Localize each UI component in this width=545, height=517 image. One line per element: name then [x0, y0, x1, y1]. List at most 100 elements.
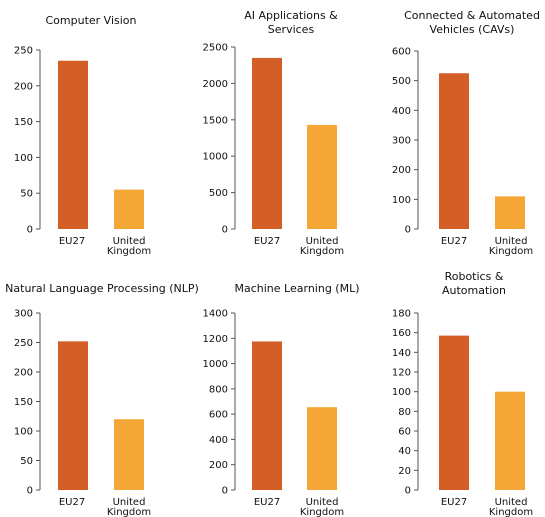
y-tick-label: 600: [209, 410, 228, 421]
x-category-label-line: United: [306, 497, 339, 508]
bar-eu27: [252, 57, 282, 229]
x-category-label: EU27: [254, 497, 280, 508]
x-category-label-line: United: [306, 236, 339, 247]
x-category-label: EU27: [441, 236, 467, 247]
x-category-label: EU27: [254, 236, 280, 247]
y-tick-label: 300: [14, 309, 33, 320]
chart-title: Natural Language Processing (NLP): [5, 282, 199, 295]
x-category-label: United Kingdom: [107, 497, 151, 517]
y-tick-label: 140: [392, 348, 411, 359]
y-tick-label: 1000: [203, 359, 228, 370]
y-tick-label: 250: [14, 338, 33, 349]
bar-united-kingdom: [307, 124, 337, 229]
bar-eu27: [252, 341, 282, 490]
chart-panel-3: Connected & Automated Vehicles (CAVs) 0 100…: [392, 9, 540, 257]
x-category-label-line: EU27: [254, 236, 280, 247]
y-tick-label: 150: [14, 397, 33, 408]
y-tick-label: 0: [405, 486, 411, 497]
y-tick-label: 400: [209, 435, 228, 446]
y-tick-label: 50: [20, 189, 33, 200]
bar-united-kingdom: [307, 407, 337, 490]
x-category-label-line: Kingdom: [107, 507, 151, 517]
x-category-label-line: Kingdom: [107, 246, 151, 257]
y-tick-label: 80: [398, 407, 411, 418]
chart-title-line: Connected & Automated: [404, 9, 540, 22]
bar-united-kingdom: [114, 189, 144, 229]
chart-title-line: Services: [268, 23, 315, 36]
chart-title: AI Applications & Services: [244, 9, 338, 36]
chart-title-line: Vehicles (CAVs): [430, 23, 515, 36]
y-tick-label: 40: [398, 446, 411, 457]
y-tick-label: 100: [392, 195, 411, 206]
y-tick-label: 0: [222, 486, 228, 497]
bar-united-kingdom: [114, 419, 144, 490]
chart-title-line: Robotics &: [445, 270, 504, 283]
chart-title-line: Computer Vision: [45, 14, 136, 27]
bar-eu27: [439, 335, 469, 490]
y-tick-label: 100: [392, 387, 411, 398]
y-tick-label: 20: [398, 466, 411, 477]
y-tick-label: 160: [392, 328, 411, 339]
chart-title-line: Natural Language Processing (NLP): [5, 282, 199, 295]
x-category-label: EU27: [59, 497, 85, 508]
y-tick-label: 200: [392, 165, 411, 176]
x-category-label: EU27: [59, 236, 85, 247]
y-tick-label: 120: [392, 368, 411, 379]
x-category-label: United Kingdom: [107, 236, 151, 257]
y-tick-label: 500: [392, 76, 411, 87]
bar-eu27: [58, 341, 88, 490]
x-category-label-line: United: [113, 497, 146, 508]
chart-panel-2: AI Applications & Services 0 500 1000 1500 200…: [203, 9, 345, 257]
x-category-label-line: EU27: [441, 236, 467, 247]
x-category-label-line: EU27: [441, 497, 467, 508]
chart-title: Connected & Automated Vehicles (CAVs): [404, 9, 540, 36]
x-category-label: United Kingdom: [300, 497, 344, 517]
bar-united-kingdom: [495, 196, 525, 229]
y-tick-label: 0: [27, 486, 33, 497]
y-tick-label: 250: [14, 46, 33, 57]
y-tick-label: 1400: [203, 309, 228, 320]
x-category-label-line: United: [113, 236, 146, 247]
y-tick-label: 300: [392, 136, 411, 147]
y-tick-label: 800: [209, 384, 228, 395]
x-category-label-line: EU27: [254, 497, 280, 508]
chart-title: Computer Vision: [45, 14, 136, 27]
y-tick-label: 60: [398, 427, 411, 438]
y-tick-label: 0: [405, 225, 411, 236]
chart-panel-6: Robotics & Automation 0 20 40 60 80 100 120 140 16…: [392, 270, 533, 517]
bar-united-kingdom: [495, 391, 525, 490]
x-category-label: United Kingdom: [489, 497, 533, 517]
y-tick-label: 1500: [203, 115, 228, 126]
y-tick-label: 200: [14, 81, 33, 92]
bar-eu27: [439, 73, 469, 229]
y-tick-label: 2500: [203, 43, 228, 54]
y-tick-label: 400: [392, 106, 411, 117]
chart-panel-4: Natural Language Processing (NLP) 0 50 100 1…: [5, 282, 199, 517]
chart-title-line: Automation: [442, 284, 506, 297]
x-category-label-line: United: [495, 236, 528, 247]
x-category-label-line: EU27: [59, 236, 85, 247]
x-category-label-line: EU27: [59, 497, 85, 508]
y-tick-label: 150: [14, 117, 33, 128]
y-tick-label: 100: [14, 153, 33, 164]
chart-panel-1: Computer Vision 0 50 100 150 200 250 EU27 United…: [14, 14, 151, 257]
x-category-label: EU27: [441, 497, 467, 508]
x-category-label-line: Kingdom: [489, 246, 533, 257]
chart-title-line: Machine Learning (ML): [235, 282, 360, 295]
bar-eu27: [58, 60, 88, 229]
chart-title: Machine Learning (ML): [235, 282, 360, 295]
y-tick-label: 0: [222, 225, 228, 236]
y-tick-label: 200: [14, 368, 33, 379]
x-category-label-line: Kingdom: [300, 246, 344, 257]
y-tick-label: 1200: [203, 334, 228, 345]
x-category-label-line: Kingdom: [489, 507, 533, 517]
y-tick-label: 500: [209, 188, 228, 199]
chart-title: Robotics & Automation: [442, 270, 506, 297]
x-category-label: United Kingdom: [300, 236, 344, 257]
y-tick-label: 2000: [203, 79, 228, 90]
y-tick-label: 100: [14, 427, 33, 438]
y-tick-label: 0: [27, 225, 33, 236]
y-tick-label: 600: [392, 47, 411, 58]
x-category-label-line: United: [495, 497, 528, 508]
y-tick-label: 180: [392, 309, 411, 320]
